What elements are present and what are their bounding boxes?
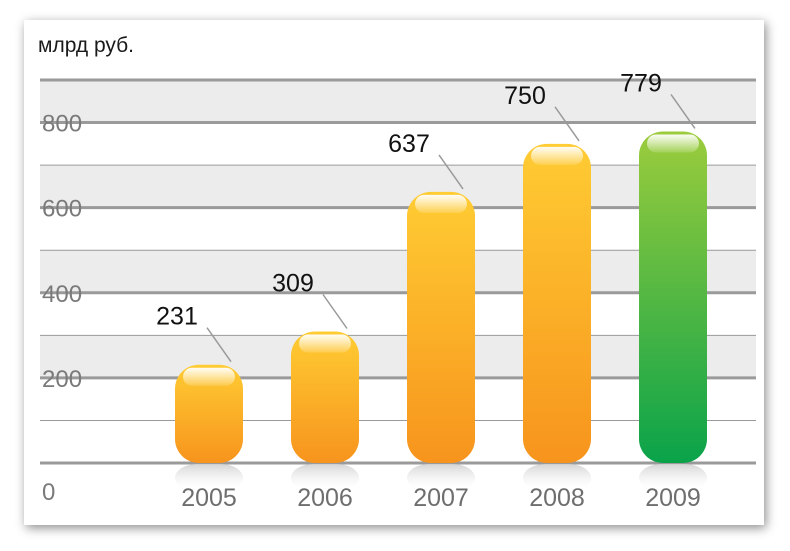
bar-gloss xyxy=(183,367,235,386)
data-label: 309 xyxy=(272,270,314,298)
bar-gloss xyxy=(415,194,467,213)
y-tick-label: 800 xyxy=(42,111,82,138)
data-label: 231 xyxy=(156,303,198,331)
y-tick-label: 0 xyxy=(42,479,55,506)
data-label: 779 xyxy=(620,69,662,97)
bar-gloss xyxy=(299,334,351,353)
bar-2007 xyxy=(407,191,475,463)
y-tick-label: 200 xyxy=(42,366,82,393)
x-tick-label: 2005 xyxy=(181,484,237,512)
y-tick-label: 400 xyxy=(42,281,82,308)
bar-reflection xyxy=(175,464,243,492)
bar-2005 xyxy=(175,364,243,463)
grid-band xyxy=(40,80,756,123)
value-leader-line xyxy=(438,154,464,190)
y-axis-unit-label: млрд руб. xyxy=(38,34,134,57)
value-leader-line xyxy=(322,294,348,329)
y-tick-label: 600 xyxy=(42,196,82,223)
bar-reflection xyxy=(523,464,591,492)
grid-band xyxy=(40,335,756,378)
bar-reflection xyxy=(291,464,359,492)
bar-2009 xyxy=(639,131,707,463)
data-label: 750 xyxy=(504,82,546,110)
bar-gloss xyxy=(647,134,699,153)
data-label: 637 xyxy=(388,130,430,158)
bar-gloss xyxy=(531,146,583,165)
value-leader-line xyxy=(670,94,696,129)
grid-band xyxy=(40,165,756,208)
value-leader-line xyxy=(554,106,580,142)
x-tick-label: 2008 xyxy=(529,484,585,512)
x-tick-label: 2006 xyxy=(297,484,353,512)
x-tick-label: 2009 xyxy=(645,484,701,512)
bar-reflection xyxy=(407,464,475,492)
x-tick-label: 2007 xyxy=(413,484,469,512)
bar-2008 xyxy=(523,143,591,464)
bar-reflection xyxy=(639,464,707,492)
grid-band xyxy=(40,250,756,293)
value-leader-line xyxy=(206,327,232,363)
bar-2006 xyxy=(291,331,359,463)
